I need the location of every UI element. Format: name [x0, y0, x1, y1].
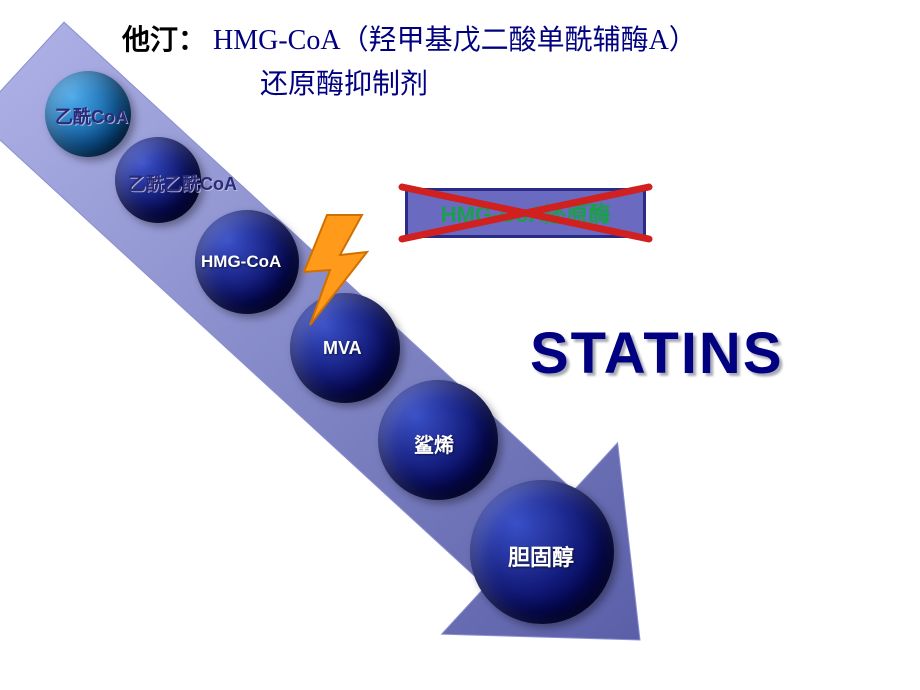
node-label-hmgcoa: HMG-CoA [201, 252, 281, 272]
enzyme-box: HMG-CoA还原酶 [405, 188, 646, 238]
title-prefix: 他汀： [122, 25, 206, 56]
title-line-2: 还原酶抑制剂 [260, 62, 428, 102]
statins-label: STATINS [530, 320, 784, 387]
inhibition-bolt-icon [292, 210, 412, 360]
node-label-squalene: 鲨烯 [414, 429, 454, 458]
node-label-aceto: 乙酰乙酰CoA [128, 170, 237, 196]
title-main: HMG-CoA（羟甲基戊二酸单酰辅酶A） [206, 25, 697, 56]
node-label-chol: 胆固醇 [508, 540, 574, 572]
cross-out-icon [398, 183, 653, 243]
node-label-acetyl: 乙酰CoA [55, 103, 128, 129]
title-line-1: 他汀： HMG-CoA（羟甲基戊二酸单酰辅酶A） [122, 18, 697, 58]
